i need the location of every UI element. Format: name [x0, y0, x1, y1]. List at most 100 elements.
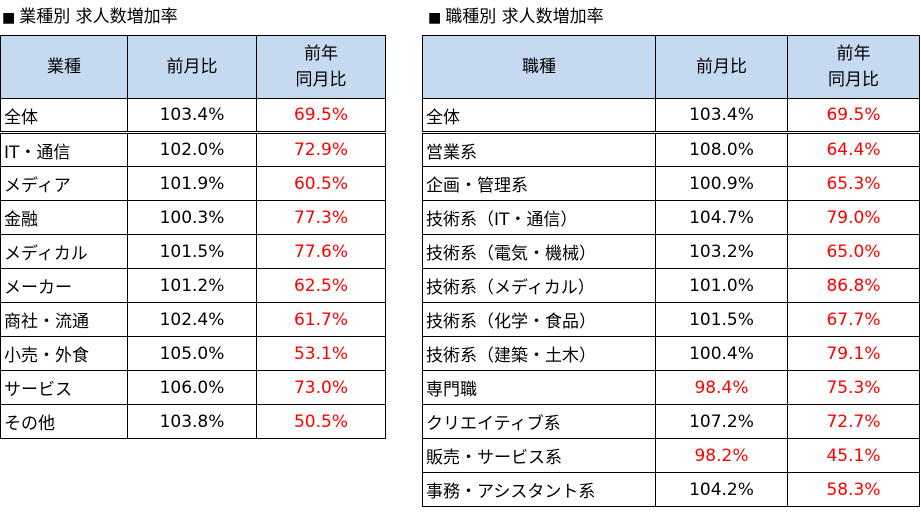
occupation-table: 職種 前月比 前年 同月比 全体 103.4% 69.5% 営業系 108.0% 64.4% 企画… — [422, 35, 920, 507]
row-label: 小売・外食 — [0, 336, 128, 371]
yoy-value: 79.0% — [787, 200, 920, 235]
table-row: 営業系 108.0% 64.4% — [422, 132, 920, 167]
table-row: 事務・アシスタント系 104.2% 58.3% — [422, 472, 920, 507]
table-row: 商社・流通 102.4% 61.7% — [0, 302, 386, 337]
mom-value: 101.0% — [655, 268, 788, 303]
column-header-category: 職種 — [422, 35, 656, 99]
yoy-value: 58.3% — [787, 472, 920, 507]
table-row: 小売・外食 105.0% 53.1% — [0, 336, 386, 371]
mom-value: 100.4% — [655, 336, 788, 371]
table-row: メーカー 101.2% 62.5% — [0, 268, 386, 303]
row-label: 技術系（メディカル） — [422, 268, 656, 303]
row-label: 販売・サービス系 — [422, 438, 656, 473]
table-row: 技術系（IT・通信） 104.7% 79.0% — [422, 200, 920, 235]
mom-value: 101.5% — [127, 234, 257, 269]
mom-value: 103.2% — [655, 234, 788, 269]
mom-value: 103.8% — [127, 404, 257, 439]
yoy-value: 75.3% — [787, 370, 920, 405]
row-label: 技術系（建築・土木） — [422, 336, 656, 371]
total-row: 全体 103.4% 69.5% — [422, 98, 920, 134]
table-row: メディア 101.9% 60.5% — [0, 166, 386, 201]
yoy-value: 67.7% — [787, 302, 920, 337]
row-label: クリエイティブ系 — [422, 404, 656, 439]
mom-value: 100.3% — [127, 200, 257, 235]
row-label: メディカル — [0, 234, 128, 269]
mom-value: 101.9% — [127, 166, 257, 201]
column-header-mom: 前月比 — [127, 35, 257, 99]
column-header-yoy: 前年 同月比 — [787, 35, 920, 99]
row-label: 事務・アシスタント系 — [422, 472, 656, 507]
mom-value: 103.4% — [655, 98, 788, 134]
table-row: メディカル 101.5% 77.6% — [0, 234, 386, 269]
square-bullet-icon: ■ — [428, 10, 442, 26]
row-label: 全体 — [0, 98, 128, 134]
yoy-value: 72.9% — [256, 132, 386, 167]
mom-value: 104.2% — [655, 472, 788, 507]
row-label: 専門職 — [422, 370, 656, 405]
industry-table: 業種 前月比 前年 同月比 全体 103.4% 69.5% IT・通信 102.0% 72.9%… — [0, 35, 386, 439]
column-header-category: 業種 — [0, 35, 128, 99]
column-header-yoy: 前年 同月比 — [256, 35, 386, 99]
mom-value: 102.4% — [127, 302, 257, 337]
mom-value: 98.4% — [655, 370, 788, 405]
row-label: 営業系 — [422, 132, 656, 167]
industry-table-title: ■ 業種別 求人数増加率 — [2, 6, 178, 29]
mom-value: 107.2% — [655, 404, 788, 439]
row-label: メーカー — [0, 268, 128, 303]
total-row: 全体 103.4% 69.5% — [0, 98, 386, 134]
yoy-value: 45.1% — [787, 438, 920, 473]
mom-value: 105.0% — [127, 336, 257, 371]
table-row: サービス 106.0% 73.0% — [0, 370, 386, 405]
yoy-value: 77.6% — [256, 234, 386, 269]
mom-value: 98.2% — [655, 438, 788, 473]
table-row: その他 103.8% 50.5% — [0, 404, 386, 439]
yoy-value: 73.0% — [256, 370, 386, 405]
mom-value: 106.0% — [127, 370, 257, 405]
square-bullet-icon: ■ — [2, 10, 16, 26]
yoy-value: 65.3% — [787, 166, 920, 201]
row-label: 全体 — [422, 98, 656, 134]
yoy-value: 77.3% — [256, 200, 386, 235]
yoy-value: 62.5% — [256, 268, 386, 303]
table-row: 技術系（化学・食品） 101.5% 67.7% — [422, 302, 920, 337]
yoy-value: 86.8% — [787, 268, 920, 303]
row-label: その他 — [0, 404, 128, 439]
yoy-value: 65.0% — [787, 234, 920, 269]
row-label: 商社・流通 — [0, 302, 128, 337]
row-label: 技術系（IT・通信） — [422, 200, 656, 235]
occupation-title-text: 職種別 求人数増加率 — [445, 7, 604, 27]
row-label: 技術系（化学・食品） — [422, 302, 656, 337]
column-header-mom: 前月比 — [655, 35, 788, 99]
yoy-value: 69.5% — [256, 98, 386, 134]
table-row: IT・通信 102.0% 72.9% — [0, 132, 386, 167]
occupation-table-title: ■ 職種別 求人数増加率 — [428, 6, 604, 29]
table-row: 技術系（電気・機械） 103.2% 65.0% — [422, 234, 920, 269]
row-label: 企画・管理系 — [422, 166, 656, 201]
industry-title-text: 業種別 求人数増加率 — [19, 7, 178, 27]
row-label: 金融 — [0, 200, 128, 235]
mom-value: 101.2% — [127, 268, 257, 303]
mom-value: 103.4% — [127, 98, 257, 134]
mom-value: 104.7% — [655, 200, 788, 235]
table-row: 技術系（建築・土木） 100.4% 79.1% — [422, 336, 920, 371]
row-label: 技術系（電気・機械） — [422, 234, 656, 269]
table-row: 技術系（メディカル） 101.0% 86.8% — [422, 268, 920, 303]
mom-value: 101.5% — [655, 302, 788, 337]
table-row: 販売・サービス系 98.2% 45.1% — [422, 438, 920, 473]
mom-value: 108.0% — [655, 132, 788, 167]
yoy-value: 69.5% — [787, 98, 920, 134]
table-row: クリエイティブ系 107.2% 72.7% — [422, 404, 920, 439]
table-row: 専門職 98.4% 75.3% — [422, 370, 920, 405]
yoy-value: 60.5% — [256, 166, 386, 201]
header-row: 業種 前月比 前年 同月比 — [0, 35, 386, 99]
yoy-value: 61.7% — [256, 302, 386, 337]
yoy-value: 53.1% — [256, 336, 386, 371]
yoy-value: 79.1% — [787, 336, 920, 371]
row-label: サービス — [0, 370, 128, 405]
row-label: IT・通信 — [0, 132, 128, 167]
yoy-value: 64.4% — [787, 132, 920, 167]
mom-value: 102.0% — [127, 132, 257, 167]
yoy-value: 50.5% — [256, 404, 386, 439]
mom-value: 100.9% — [655, 166, 788, 201]
header-row: 職種 前月比 前年 同月比 — [422, 35, 920, 99]
